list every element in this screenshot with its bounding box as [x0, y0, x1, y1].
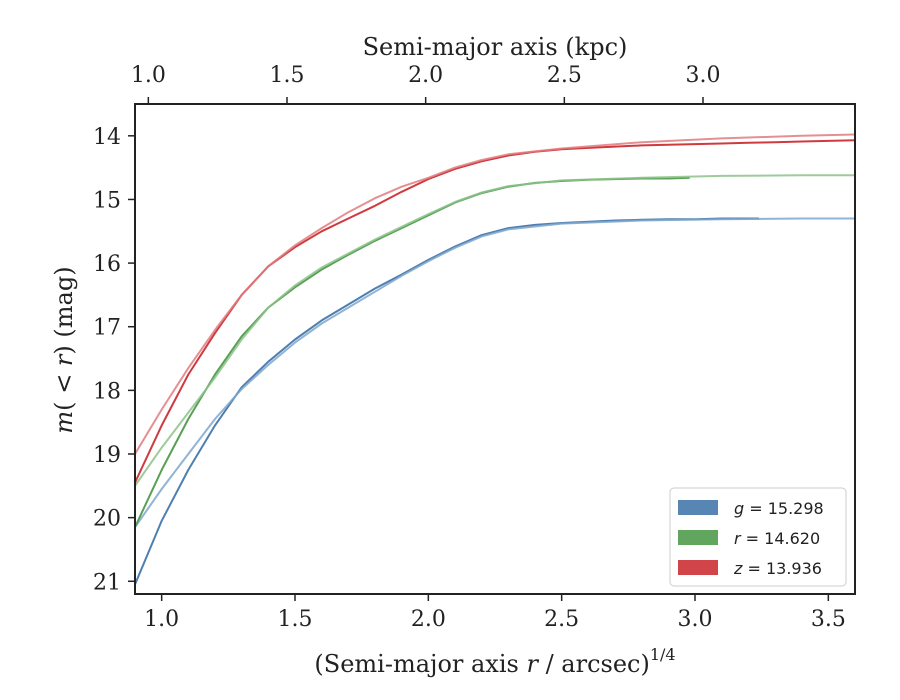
series-line-z-4	[135, 139, 855, 484]
legend-label-r: r = 14.620	[734, 529, 820, 548]
top-axis-title: Semi-major axis (kpc)	[363, 33, 628, 61]
series-line-g-1	[135, 217, 855, 528]
series-layer	[135, 133, 855, 585]
tick-layer: 1.0 1.5 2.0 2.5 3.0 3.5 14 15 16 17 18 19 20 21 1.0 1.5…	[93, 63, 846, 632]
top-tick-label: 2.5	[547, 63, 582, 88]
series-line-r-2	[135, 176, 690, 528]
plot-frame	[134, 103, 856, 595]
series-line-z-5	[135, 133, 855, 455]
legend-label-z: z = 13.936	[733, 559, 822, 578]
top-tick-label: 1.0	[131, 63, 166, 88]
legend: g = 15.298 r = 14.620 z = 13.936	[669, 487, 847, 587]
x-tick-label: 1.5	[278, 607, 313, 632]
series-line-r-3	[135, 174, 855, 487]
y-tick-label: 21	[93, 570, 121, 595]
y-tick-label: 18	[93, 379, 121, 404]
x-axis-title: (Semi-major axis r / arcsec)1/4	[314, 645, 675, 678]
top-tick-label: 1.5	[270, 63, 305, 88]
legend-swatch-z	[678, 560, 718, 575]
y-tick-label: 15	[93, 188, 121, 213]
top-tick-label: 2.0	[408, 63, 443, 88]
y-tick-label: 14	[93, 125, 121, 150]
y-tick-label: 17	[93, 316, 121, 341]
legend-label-g: g = 15.298	[734, 499, 824, 518]
y-tick-label: 20	[93, 507, 121, 532]
y-axis-title: m( < r) (mag)	[50, 266, 78, 433]
y-tick-label: 19	[93, 443, 121, 468]
x-tick-label: 1.0	[144, 607, 179, 632]
legend-swatch-r	[678, 530, 718, 545]
legend-swatch-g	[678, 500, 718, 515]
x-tick-label: 3.0	[678, 607, 713, 632]
y-tick-label: 16	[93, 252, 121, 277]
x-tick-label: 2.5	[544, 607, 579, 632]
top-tick-label: 3.0	[686, 63, 721, 88]
series-line-g-0	[135, 217, 759, 585]
x-tick-label: 3.5	[811, 607, 846, 632]
x-tick-label: 2.0	[411, 607, 446, 632]
